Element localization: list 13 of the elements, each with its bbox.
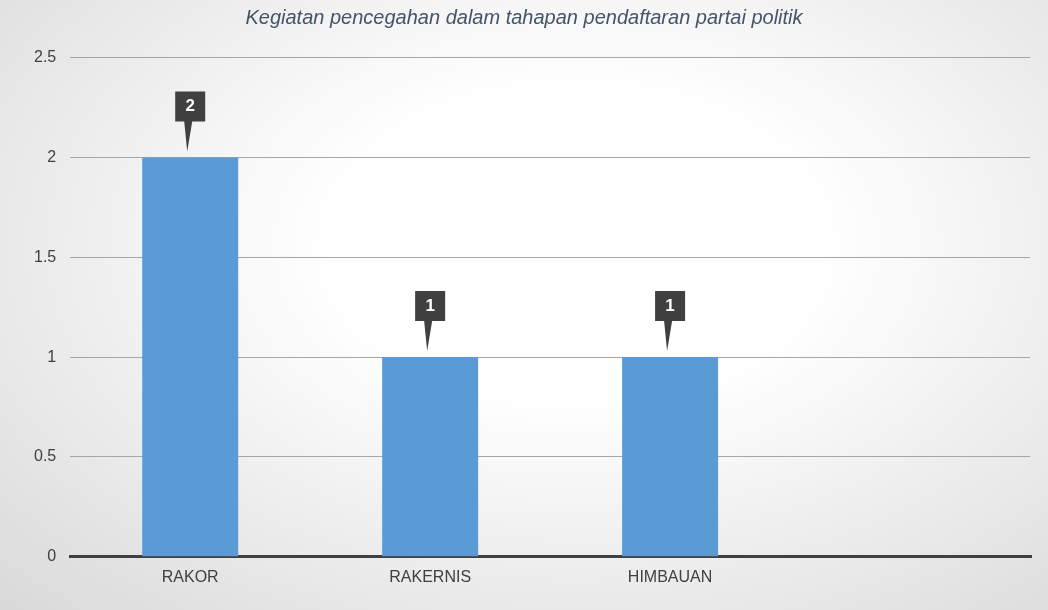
y-tick-label: 0	[47, 547, 57, 565]
data-label: 1	[425, 295, 435, 315]
chart-title: Kegiatan pencegahan dalam tahapan pendaftaran partai politik	[244, 5, 804, 30]
y-tick-label: 0.5	[33, 447, 57, 465]
data-label: 2	[185, 96, 195, 116]
data-label: 1	[665, 295, 675, 315]
y-tick-label: 2.5	[33, 48, 57, 66]
y-tick-label: 2	[47, 147, 57, 165]
x-tick-label: RAKOR	[161, 567, 219, 585]
x-tick-label: HIMBAUAN	[627, 567, 713, 585]
y-tick-label: 1	[47, 347, 57, 365]
x-tick-label: RAKERNIS	[389, 567, 472, 585]
y-tick-label: 1.5	[33, 247, 57, 265]
